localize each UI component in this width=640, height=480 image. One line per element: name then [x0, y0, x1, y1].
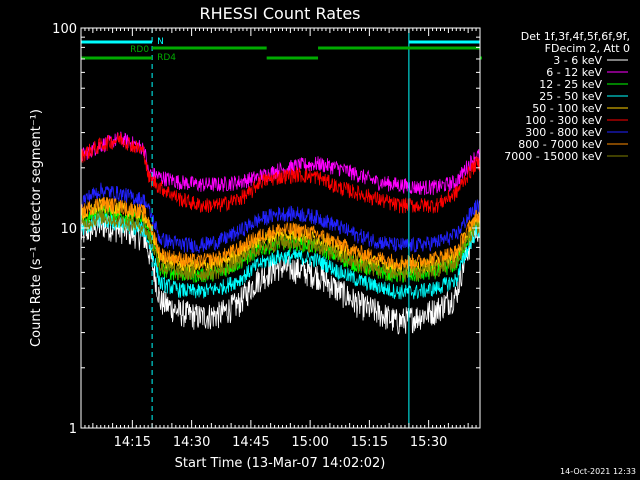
- legend-label-8: 7000 - 15000 keV: [504, 150, 602, 163]
- series-line-8: [80, 209, 481, 282]
- legend-label-2: 12 - 25 keV: [539, 78, 602, 91]
- footer-timestamp: 14-Oct-2021 12:33: [560, 467, 636, 476]
- legend-label-4: 50 - 100 keV: [532, 102, 602, 115]
- rd0-label: RD0: [130, 45, 149, 55]
- legend-header-1: FDecim 2, Att 0: [545, 42, 630, 55]
- axis-layer: 14:15 14:30 14:45 15:00 15:15 15:30 1 10 100: [52, 22, 480, 450]
- x-tick-label-2: 14:45: [232, 435, 269, 450]
- legend-label-7: 800 - 7000 keV: [518, 138, 602, 151]
- series-line-5: [80, 132, 481, 214]
- legend-label-5: 100 - 300 keV: [525, 114, 602, 127]
- x-tick-label-1: 14:30: [173, 435, 210, 450]
- chart-title: RHESSI Count Rates: [200, 4, 361, 23]
- series-layer: [80, 131, 481, 335]
- y-tick-label-1: 10: [60, 222, 77, 237]
- series-line-1: [80, 131, 481, 196]
- legend: Det 1f,3f,4f,5f,6f,9f,FDecim 2, Att 03 -…: [504, 30, 630, 163]
- x-tick-label-3: 15:00: [291, 435, 328, 450]
- x-tick-label-4: 15:15: [351, 435, 388, 450]
- legend-label-0: 3 - 6 keV: [553, 54, 602, 67]
- series-line-2: [80, 204, 481, 283]
- y-tick-label-2: 100: [52, 22, 77, 37]
- legend-label-1: 6 - 12 keV: [546, 66, 602, 79]
- rd4-label: RD4: [157, 53, 176, 63]
- series-line-6: [80, 182, 481, 254]
- series-line-3: [80, 212, 480, 300]
- night-marker-label: N: [157, 37, 164, 47]
- x-tick-label-5: 15:30: [410, 435, 447, 450]
- series-line-7: [80, 197, 481, 271]
- legend-header-0: Det 1f,3f,4f,5f,6f,9f,: [521, 30, 630, 43]
- x-tick-label-0: 14:15: [114, 435, 151, 450]
- y-tick-label-0: 1: [69, 422, 77, 437]
- legend-label-3: 25 - 50 keV: [539, 90, 602, 103]
- legend-label-6: 300 - 800 keV: [525, 126, 602, 139]
- y-axis-label: Count Rate (s⁻¹ detector segment⁻¹): [29, 109, 44, 347]
- x-axis-label: Start Time (13-Mar-07 14:02:02): [175, 456, 386, 471]
